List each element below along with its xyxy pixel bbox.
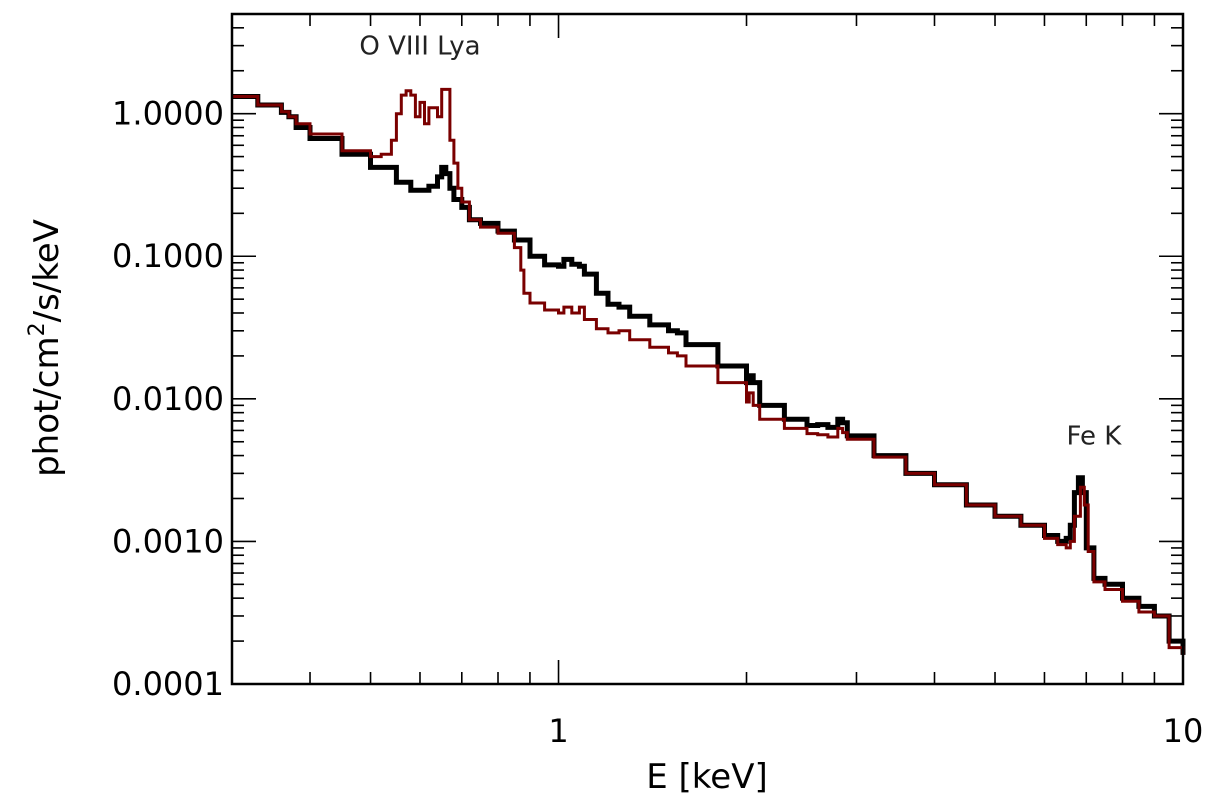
y-tick-label: 0.1000	[112, 237, 224, 275]
y-tick-label: 0.0010	[112, 522, 224, 560]
label-layer: 1 10 0.0001 0.0010 0.0100 0.1000 1.0000 O VIII …	[112, 31, 1203, 750]
plot-border	[230, 12, 1185, 686]
series-line-2	[232, 87, 1185, 655]
plot-frame	[230, 12, 1185, 686]
y-tick-label: 0.0001	[112, 665, 224, 703]
y-tick-label: 1.0000	[112, 95, 224, 133]
y-axis-title-main: phot/cm	[27, 336, 67, 477]
x-tick-label: 1	[548, 712, 568, 750]
y-axis-title-rest: /s/keV	[27, 219, 67, 322]
x-tick-label: 10	[1163, 712, 1204, 750]
annotation-label: O VIII Lya	[359, 31, 480, 61]
y-axis-title: phot/cm2/s/keV	[25, 219, 67, 477]
series-line-1	[232, 94, 1186, 655]
annotation-label: Fe K	[1066, 421, 1122, 451]
y-axis-title-sup: 2	[25, 322, 50, 336]
x-axis-title: E [keV]	[646, 757, 767, 797]
series-layer	[232, 87, 1186, 655]
y-tick-label: 0.0100	[112, 380, 224, 418]
tick-layer	[231, 13, 1184, 685]
